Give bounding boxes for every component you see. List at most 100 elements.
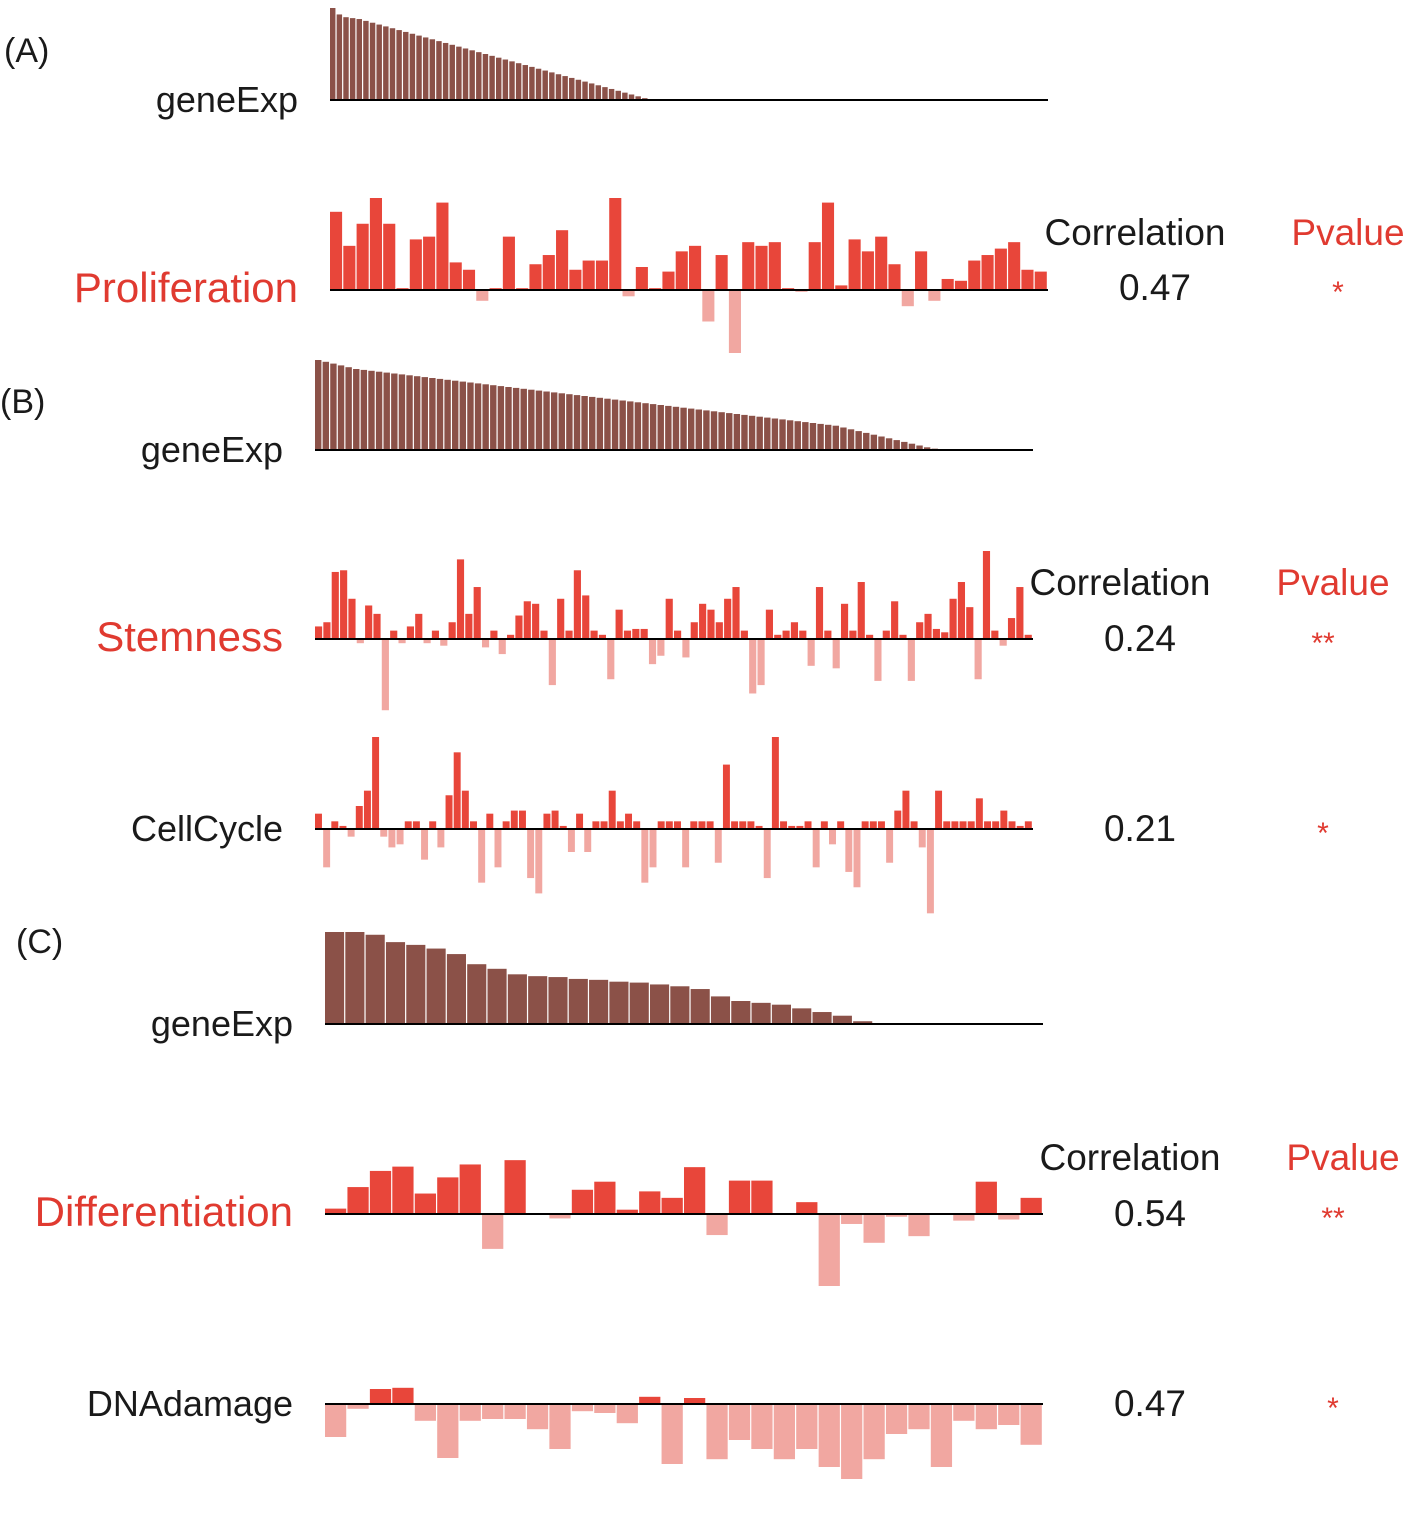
pvalue-stars: * bbox=[1332, 276, 1344, 309]
geneexp-bar bbox=[832, 425, 840, 450]
correlation-header: Correlation bbox=[1045, 212, 1226, 253]
score-bar bbox=[465, 613, 473, 639]
geneexp-bar bbox=[878, 436, 885, 450]
score-bar bbox=[616, 1404, 638, 1424]
score-bar bbox=[523, 601, 531, 639]
geneexp-bar bbox=[802, 422, 809, 450]
score-bar bbox=[918, 829, 926, 848]
score-bar bbox=[542, 255, 555, 290]
score-bar bbox=[796, 1404, 818, 1449]
correlation-value: 0.24 bbox=[1104, 618, 1176, 659]
geneexp-bar bbox=[581, 396, 588, 450]
geneexp-bar bbox=[602, 87, 608, 100]
score-bar bbox=[915, 251, 928, 290]
score-bar bbox=[863, 1404, 885, 1460]
score-bar bbox=[623, 630, 632, 639]
score-bar bbox=[807, 639, 815, 666]
score-bar bbox=[954, 280, 968, 290]
geneexp-bar bbox=[731, 1001, 751, 1024]
geneexp-bar bbox=[569, 77, 575, 100]
score-bar bbox=[932, 628, 940, 639]
pvalue-stars: * bbox=[1327, 1392, 1339, 1425]
score-bar bbox=[383, 223, 396, 290]
score-bar bbox=[926, 829, 934, 914]
geneexp-bar bbox=[771, 418, 779, 450]
geneexp-bar bbox=[535, 68, 542, 100]
score-bar bbox=[991, 630, 999, 639]
geneexp-bar bbox=[794, 421, 801, 450]
score-bar bbox=[529, 264, 542, 290]
geneexp-bar bbox=[812, 1012, 832, 1024]
pvalue-stars: * bbox=[1317, 817, 1329, 850]
score-bar bbox=[494, 829, 502, 868]
pvalue-stars: ** bbox=[1321, 1202, 1345, 1235]
score-bar bbox=[414, 1193, 436, 1214]
geneexp-bar bbox=[325, 932, 345, 1024]
score-bar bbox=[412, 821, 420, 829]
geneexp-bar bbox=[748, 415, 756, 450]
score-bar bbox=[724, 598, 732, 639]
score-bar bbox=[1007, 618, 1016, 639]
row-label: DNAdamage bbox=[87, 1383, 293, 1424]
geneexp-bar bbox=[550, 392, 558, 450]
score-bar bbox=[874, 639, 882, 681]
score-bar bbox=[682, 639, 690, 658]
score-bar bbox=[882, 630, 890, 639]
score-bar bbox=[804, 821, 812, 829]
score-bar bbox=[908, 1404, 930, 1430]
geneexp-bar bbox=[467, 964, 487, 1024]
geneexp-bar bbox=[847, 429, 855, 450]
row-label: geneExp bbox=[156, 79, 298, 120]
geneexp-bar bbox=[555, 74, 562, 100]
score-bar bbox=[565, 630, 573, 639]
score-bar bbox=[661, 1197, 683, 1214]
geneexp-bar bbox=[665, 405, 672, 450]
geneexp-bar bbox=[573, 395, 581, 450]
score-bar bbox=[815, 587, 824, 639]
score-bar bbox=[661, 1404, 683, 1464]
score-bar bbox=[635, 267, 648, 290]
score-bar bbox=[877, 821, 885, 829]
score-bar bbox=[331, 821, 339, 829]
score-bar bbox=[982, 551, 991, 639]
score-bar bbox=[799, 630, 807, 639]
score-bar bbox=[340, 570, 348, 639]
score-bar bbox=[1008, 242, 1021, 290]
score-bar bbox=[392, 1387, 414, 1404]
score-bar bbox=[504, 1160, 526, 1214]
score-bar bbox=[820, 821, 828, 829]
score-bar bbox=[616, 821, 624, 829]
score-bar bbox=[649, 829, 657, 868]
score-bar bbox=[1021, 269, 1034, 290]
score-bar bbox=[910, 821, 918, 829]
score-bar bbox=[674, 630, 682, 639]
score-bar bbox=[916, 622, 924, 639]
geneexp-bar bbox=[535, 390, 543, 450]
geneexp-bar bbox=[360, 369, 368, 450]
score-bar bbox=[600, 821, 608, 829]
score-bar bbox=[715, 622, 723, 639]
score-bar bbox=[431, 630, 440, 639]
score-bar bbox=[325, 1208, 347, 1214]
score-bar bbox=[665, 821, 673, 829]
score-bar bbox=[331, 571, 339, 639]
score-bar bbox=[755, 825, 763, 829]
geneexp-bar bbox=[840, 427, 847, 450]
geneexp-bar bbox=[436, 378, 444, 450]
score-bar bbox=[657, 821, 665, 829]
score-bar bbox=[445, 795, 453, 829]
geneexp-bar bbox=[442, 42, 449, 100]
geneexp-bar bbox=[608, 88, 615, 100]
score-bar bbox=[437, 1177, 459, 1214]
score-bar bbox=[423, 236, 436, 290]
geneexp-bar bbox=[375, 371, 383, 450]
geneexp-bar bbox=[923, 447, 931, 450]
geneexp-bar bbox=[908, 443, 916, 450]
score-bar bbox=[684, 1167, 706, 1214]
score-bar bbox=[665, 598, 673, 639]
geneexp-bar bbox=[429, 39, 436, 100]
geneexp-bar bbox=[429, 378, 436, 450]
score-bar bbox=[343, 245, 356, 290]
score-bar bbox=[829, 829, 836, 845]
row-label: Proliferation bbox=[74, 264, 298, 311]
